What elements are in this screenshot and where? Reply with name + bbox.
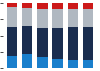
- Bar: [68, 27, 78, 60]
- Bar: [83, 9, 93, 27]
- Bar: [37, 9, 48, 28]
- Bar: [68, 3, 78, 9]
- Bar: [7, 56, 17, 68]
- Bar: [83, 60, 93, 68]
- Bar: [68, 9, 78, 27]
- Bar: [7, 27, 17, 56]
- Bar: [22, 8, 32, 26]
- Bar: [22, 54, 32, 68]
- Bar: [22, 26, 32, 54]
- Bar: [37, 3, 48, 9]
- Bar: [52, 9, 63, 28]
- Bar: [68, 60, 78, 68]
- Bar: [37, 57, 48, 68]
- Bar: [7, 7, 17, 27]
- Bar: [52, 28, 63, 59]
- Bar: [83, 3, 93, 9]
- Bar: [22, 3, 32, 8]
- Bar: [37, 28, 48, 57]
- Bar: [52, 3, 63, 9]
- Bar: [52, 59, 63, 68]
- Bar: [7, 3, 17, 7]
- Bar: [83, 27, 93, 60]
